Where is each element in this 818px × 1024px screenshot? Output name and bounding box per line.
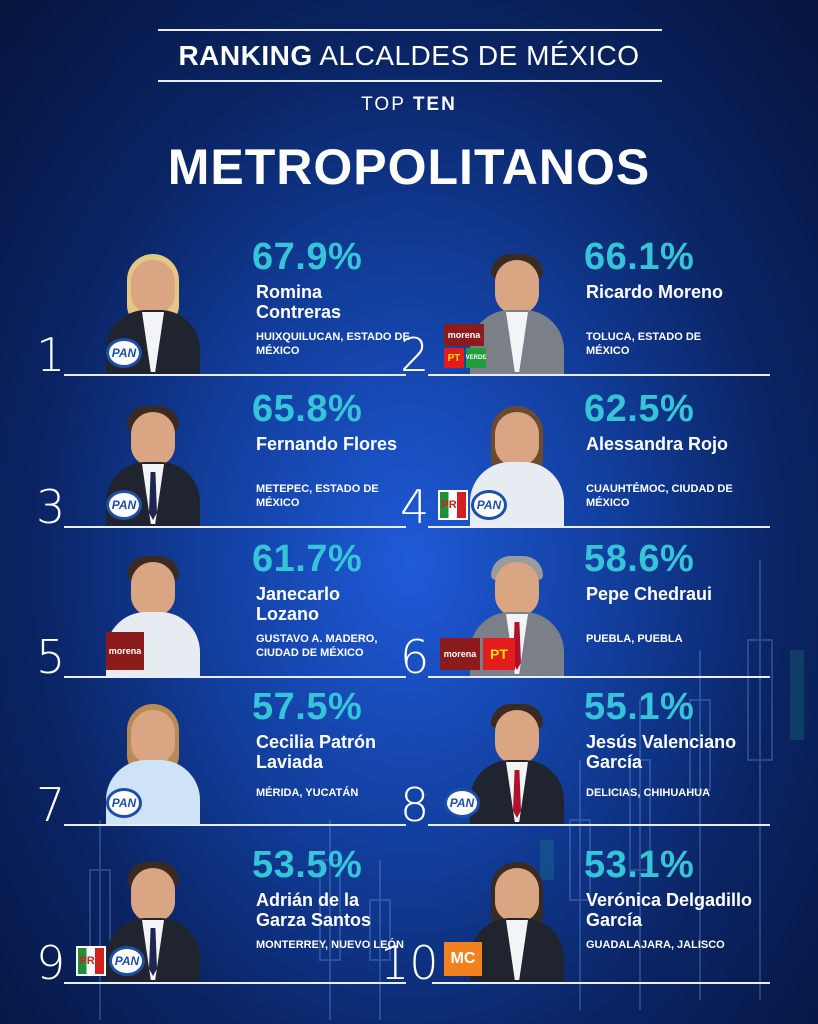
- rank-number: 4: [400, 480, 430, 534]
- ranking-card-8: PAN 8 55.1% Jesús Valenciano García DELI…: [400, 686, 770, 832]
- card-baseline: [428, 824, 770, 826]
- approval-percent: 66.1%: [584, 236, 695, 278]
- rank-number: 1: [36, 328, 66, 382]
- party-logos: PAN: [106, 788, 142, 818]
- ranking-card-2: morena PT VERDE 2 66.1% Ricardo Moreno T…: [400, 236, 770, 382]
- morena-logo-icon: morena: [106, 632, 144, 670]
- candidate-location: PUEBLA, PUEBLA: [586, 633, 683, 645]
- card-baseline: [432, 982, 770, 984]
- candidate-photo: [462, 246, 572, 374]
- candidate-location: GUADALAJARA, JALISCO: [586, 939, 725, 951]
- candidate-name: Romina Contreras: [256, 282, 342, 322]
- rank-number: 2: [400, 328, 430, 382]
- pt-logo-icon: PT: [444, 348, 464, 368]
- prd-logo-icon: PRD: [76, 946, 106, 976]
- candidate-name: Janecarlo Lozano: [256, 584, 341, 624]
- candidate-name: Fernando Flores: [256, 434, 398, 454]
- candidate-location: HUIXQUILUCAN, ESTADO DE MÉXICO: [256, 331, 410, 357]
- pan-logo-icon: PAN: [109, 946, 145, 976]
- rank-number: 9: [36, 936, 66, 990]
- party-logos: morena: [106, 632, 144, 670]
- approval-percent: 53.1%: [584, 844, 695, 886]
- candidate-location: GUSTAVO A. MADERO, CIUDAD DE MÉXICO: [256, 633, 378, 659]
- candidate-location: METEPEC, ESTADO DE MÉXICO: [256, 483, 379, 509]
- card-baseline: [64, 982, 406, 984]
- ranking-title: RANKING ALCALDES DE MÉXICO: [0, 40, 818, 72]
- card-baseline: [428, 676, 770, 678]
- ranking-card-9: PRD PAN 9 53.5% Adrián de la Garza Santo…: [36, 844, 406, 990]
- candidate-location: MONTERREY, NUEVO LEÓN: [256, 939, 404, 951]
- header-top-rule: [158, 29, 662, 31]
- candidate-location: MÉRIDA, YUCATÁN: [256, 787, 359, 799]
- party-logos: morena PT: [440, 638, 515, 670]
- ten-word: TEN: [412, 94, 457, 115]
- prd-logo-icon: PRD: [438, 490, 468, 520]
- rank-number: 3: [36, 480, 66, 534]
- approval-percent: 58.6%: [584, 538, 695, 580]
- category-title: METROPOLITANOS: [167, 139, 651, 195]
- candidate-photo: [462, 696, 572, 824]
- movimiento-ciudadano-logo-icon: MC: [444, 942, 482, 976]
- party-logos: morena PT VERDE: [444, 324, 486, 368]
- top-word: TOP: [361, 94, 406, 115]
- candidate-name: Ricardo Moreno: [586, 282, 724, 302]
- approval-percent: 67.9%: [252, 236, 363, 278]
- pan-logo-icon: PAN: [106, 788, 142, 818]
- card-baseline: [64, 824, 406, 826]
- candidate-location: TOLUCA, ESTADO DE MÉXICO: [586, 331, 702, 357]
- candidate-location: CUAUHTÉMOC, CIUDAD DE MÉXICO: [586, 483, 733, 509]
- approval-percent: 61.7%: [252, 538, 363, 580]
- ranking-card-10: MC 10 53.1% Verónica Delgadillo García G…: [380, 844, 770, 990]
- ranking-card-3: PAN 3 65.8% Fernando Flores METEPEC, EST…: [36, 388, 406, 534]
- rank-number: 6: [400, 630, 430, 684]
- party-logos: PAN: [106, 338, 142, 368]
- party-logos: MC: [444, 942, 482, 976]
- party-logos: PRD PAN: [438, 490, 507, 520]
- header-bottom-rule: [158, 80, 662, 82]
- candidate-photo: [462, 854, 572, 982]
- ranking-title-rest: ALCALDES DE MÉXICO: [319, 40, 640, 71]
- approval-percent: 62.5%: [584, 388, 695, 430]
- approval-percent: 65.8%: [252, 388, 363, 430]
- pan-logo-icon: PAN: [106, 338, 142, 368]
- candidate-name: Adrián de la Garza Santos: [256, 890, 372, 930]
- approval-percent: 53.5%: [252, 844, 363, 886]
- card-baseline: [64, 374, 406, 376]
- ranking-card-7: PAN 7 57.5% Cecilia Patrón Laviada MÉRID…: [36, 686, 406, 832]
- pan-logo-icon: PAN: [106, 490, 142, 520]
- card-baseline: [64, 526, 406, 528]
- top-ten-subtitle: TOP TEN: [0, 94, 818, 116]
- card-baseline: [428, 374, 770, 376]
- pan-logo-icon: PAN: [471, 490, 507, 520]
- candidate-name: Verónica Delgadillo García: [586, 890, 753, 930]
- morena-logo-icon: morena: [444, 324, 484, 346]
- card-baseline: [428, 526, 770, 528]
- morena-logo-icon: morena: [440, 638, 480, 670]
- ranking-title-bold: RANKING: [178, 40, 313, 71]
- rank-number: 7: [36, 778, 66, 832]
- candidate-name: Jesús Valenciano García: [586, 732, 737, 772]
- candidate-name: Alessandra Rojo: [586, 434, 729, 454]
- candidate-name: Pepe Chedraui: [586, 584, 713, 604]
- approval-percent: 57.5%: [252, 686, 363, 728]
- candidate-location: DELICIAS, CHIHUAHUA: [586, 787, 711, 799]
- ranking-card-1: PAN 1 67.9% Romina Contreras HUIXQUILUCA…: [36, 236, 410, 382]
- approval-percent: 55.1%: [584, 686, 695, 728]
- rank-number: 8: [400, 778, 430, 832]
- candidate-photo: [98, 854, 208, 982]
- party-logos: PAN: [106, 490, 142, 520]
- candidate-name: Cecilia Patrón Laviada: [256, 732, 377, 772]
- card-baseline: [64, 676, 406, 678]
- party-logos: PAN: [444, 788, 480, 818]
- pan-logo-icon: PAN: [444, 788, 480, 818]
- pt-logo-icon: PT: [483, 638, 515, 670]
- verde-logo-icon: VERDE: [466, 348, 486, 368]
- ranking-card-6: morena PT 6 58.6% Pepe Chedraui PUEBLA, …: [400, 538, 770, 684]
- rank-number: 5: [36, 630, 66, 684]
- ranking-card-5: morena 5 61.7% Janecarlo Lozano GUSTAVO …: [36, 538, 406, 684]
- rank-number: 10: [380, 936, 439, 990]
- party-logos: PRD PAN: [76, 946, 145, 976]
- ranking-card-4: PRD PAN 4 62.5% Alessandra Rojo CUAUHTÉM…: [400, 388, 770, 534]
